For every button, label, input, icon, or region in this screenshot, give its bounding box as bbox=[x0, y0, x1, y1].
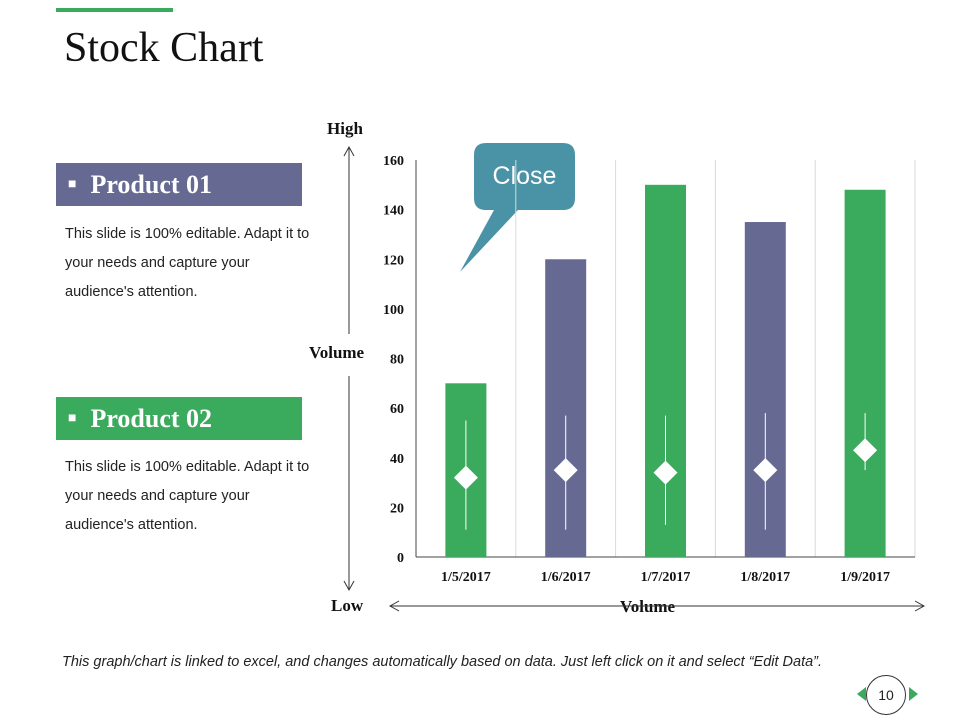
y-tick-label: 140 bbox=[383, 204, 404, 219]
y-tick-label: 20 bbox=[390, 501, 404, 516]
product-01-label: Product 01 bbox=[90, 169, 213, 199]
x-tick-label: 1/7/2017 bbox=[641, 570, 691, 585]
close-callout-label: Close bbox=[492, 162, 557, 190]
page-number: 10 bbox=[866, 675, 906, 715]
volume-bar bbox=[645, 184, 686, 557]
y-tick-label: 40 bbox=[390, 452, 404, 467]
product-01-description: This slide is 100% editable. Adapt it to… bbox=[65, 226, 310, 300]
horizontal-arrow-head-left bbox=[388, 600, 400, 612]
y-tick-label: 100 bbox=[383, 303, 404, 318]
y-tick-label: 120 bbox=[383, 253, 404, 268]
high-label: High bbox=[327, 119, 363, 138]
product-01-header: ■ Product 01 bbox=[56, 163, 302, 206]
x-tick-label: 1/8/2017 bbox=[740, 570, 790, 585]
y-tick-label: 80 bbox=[390, 353, 404, 368]
y-tick-label: 0 bbox=[397, 551, 404, 566]
volume-vertical-label: Volume bbox=[309, 343, 365, 363]
horizontal-arrow-head-right bbox=[914, 600, 926, 612]
footnote: This graph/chart is linked to excel, and… bbox=[62, 654, 823, 670]
x-tick-label: 1/5/2017 bbox=[441, 570, 491, 585]
x-tick-label: 1/6/2017 bbox=[541, 570, 591, 585]
next-slide-icon[interactable] bbox=[909, 687, 918, 701]
page-title: Stock Chart bbox=[64, 25, 264, 71]
product-02-description: This slide is 100% editable. Adapt it to… bbox=[65, 459, 310, 533]
x-tick-label: 1/9/2017 bbox=[840, 570, 890, 585]
bullet-icon: ■ bbox=[68, 176, 77, 192]
volume-bar bbox=[445, 383, 487, 557]
bullet-icon: ■ bbox=[68, 410, 77, 426]
low-label: Low bbox=[331, 596, 364, 615]
volume-bar bbox=[744, 222, 786, 557]
volume-bar bbox=[545, 259, 587, 557]
close-marker bbox=[453, 465, 478, 490]
close-marker bbox=[553, 458, 578, 483]
vertical-arrow-head-up bbox=[343, 145, 355, 157]
close-marker bbox=[753, 458, 778, 483]
vertical-arrow-head-down bbox=[343, 580, 355, 592]
previous-slide-icon[interactable] bbox=[857, 687, 866, 701]
product-02-header: ■ Product 02 bbox=[56, 397, 302, 440]
y-tick-label: 160 bbox=[383, 154, 404, 169]
close-marker bbox=[853, 438, 878, 463]
title-accent-line bbox=[56, 8, 173, 12]
volume-bar bbox=[844, 189, 886, 557]
y-tick-label: 60 bbox=[390, 402, 404, 417]
close-marker bbox=[653, 460, 678, 485]
product-02-label: Product 02 bbox=[90, 403, 213, 433]
volume-horizontal-label: Volume bbox=[618, 597, 678, 617]
